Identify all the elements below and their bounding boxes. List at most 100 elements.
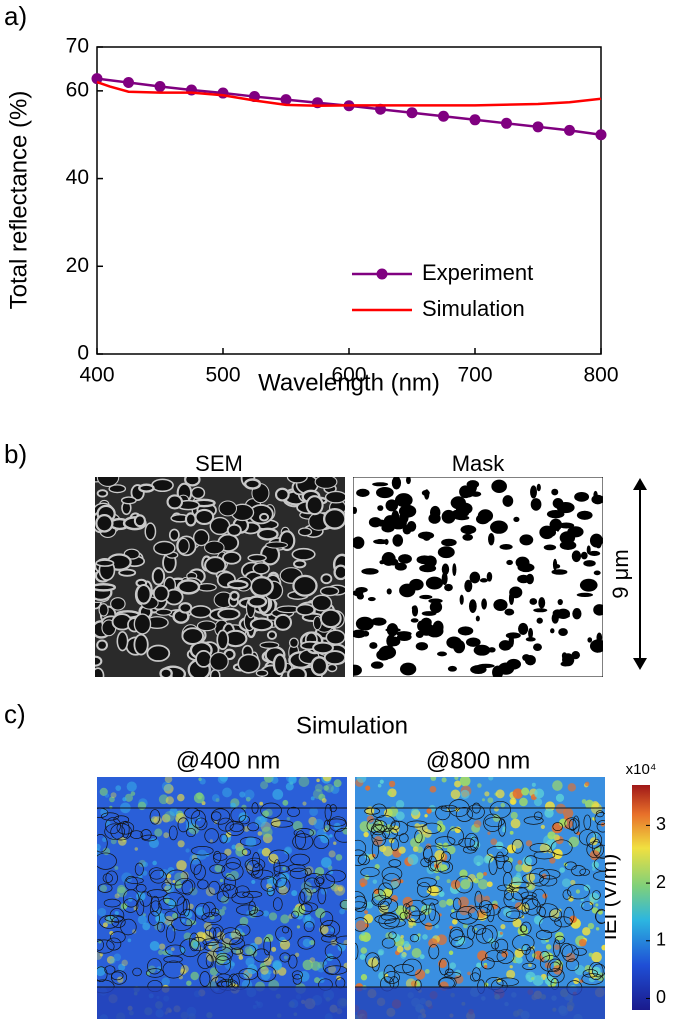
field-spot — [254, 816, 266, 828]
field-spot — [104, 793, 110, 798]
field-spot — [531, 976, 535, 981]
field-spot — [403, 940, 410, 948]
field-outline — [209, 864, 226, 874]
field-spot — [320, 833, 330, 844]
field-spot — [364, 874, 370, 880]
field-outline — [238, 815, 250, 825]
mask-pore — [451, 508, 470, 518]
field-outline — [390, 820, 401, 830]
field-outline — [220, 927, 241, 945]
sem-pore — [319, 586, 340, 597]
field-spot — [531, 782, 536, 787]
sem-pore — [327, 663, 338, 673]
field-spot — [328, 850, 336, 858]
field-spot — [174, 872, 185, 883]
sem-pore — [286, 477, 308, 484]
mask-pore — [416, 555, 433, 565]
sem-pore — [196, 620, 217, 632]
field-outline — [538, 906, 546, 918]
field-outline — [304, 867, 312, 877]
field-outline — [270, 820, 294, 828]
field-spot — [513, 839, 523, 849]
field-outline — [567, 883, 590, 900]
field-outline — [421, 898, 439, 906]
mask-pore — [441, 572, 448, 585]
field-outline — [100, 812, 120, 821]
field-outline — [404, 905, 421, 923]
field-spot — [517, 860, 523, 865]
mask-pore — [391, 477, 402, 490]
field-outline — [291, 910, 299, 919]
field-spot — [330, 927, 335, 933]
sem-pore — [312, 641, 334, 655]
field-outline — [388, 931, 397, 939]
field-spot — [127, 938, 132, 943]
field-spot — [186, 980, 192, 986]
field-outline — [150, 895, 160, 912]
scale-label: 9 μm — [608, 549, 633, 598]
mask-pore — [525, 637, 536, 642]
field-outline — [260, 802, 282, 819]
sem-pore — [98, 603, 109, 617]
field-spot — [424, 814, 428, 818]
sem-pore — [153, 540, 176, 556]
field-outline — [594, 909, 605, 924]
field-spot — [109, 958, 116, 964]
sem-pore — [311, 594, 333, 612]
mask-pore — [498, 640, 512, 651]
field-spot — [455, 942, 459, 946]
sem-pore — [193, 528, 210, 547]
field-spot — [374, 863, 380, 870]
field-spot — [452, 919, 458, 925]
field-spot — [309, 807, 319, 817]
field-spot — [97, 848, 102, 857]
sem-pore — [197, 582, 217, 592]
field-outline — [416, 877, 437, 888]
field-outline — [469, 836, 479, 852]
field-outline — [483, 813, 502, 832]
sem-pore — [333, 564, 345, 581]
field-outline — [382, 827, 398, 840]
field-spot — [386, 790, 392, 796]
field-spot — [554, 944, 560, 950]
mask-pore — [552, 558, 558, 571]
field-outline — [335, 935, 347, 945]
field-spot — [360, 974, 368, 981]
mask-pore — [574, 491, 590, 502]
sem-pore — [146, 644, 171, 662]
field-outline — [594, 812, 605, 826]
field-spot — [239, 916, 249, 926]
y-tick-label: 0 — [77, 342, 89, 365]
field-spot — [219, 878, 224, 883]
field-spot — [584, 781, 590, 787]
image-title: SEM — [195, 451, 243, 476]
field-spot — [450, 789, 461, 800]
field-outline — [522, 895, 539, 910]
sem-pore — [195, 649, 213, 668]
field-outline — [291, 970, 303, 980]
field-outline — [481, 957, 495, 970]
field-spot — [449, 962, 457, 969]
field-spot — [544, 808, 554, 818]
field-spot — [288, 777, 297, 785]
field-spot — [441, 777, 447, 783]
field-spot — [244, 946, 253, 955]
field-spot — [467, 874, 476, 883]
field-outline — [371, 956, 380, 972]
field-spot — [272, 788, 284, 800]
mask-pore — [587, 637, 593, 643]
colorbar-tick-label: 1 — [656, 930, 666, 950]
field-spot — [521, 787, 530, 796]
field-spot — [455, 807, 460, 812]
field-spot — [440, 864, 448, 872]
field-spot — [575, 889, 581, 894]
field-outline — [215, 952, 232, 966]
field-outline — [190, 858, 202, 875]
field-spot — [278, 885, 289, 896]
mask-pore — [417, 620, 426, 632]
field-spot — [525, 840, 533, 847]
mask-pore — [515, 556, 530, 569]
field-outline — [328, 816, 347, 832]
mask-pore — [464, 579, 473, 593]
mask-pore — [596, 632, 603, 643]
